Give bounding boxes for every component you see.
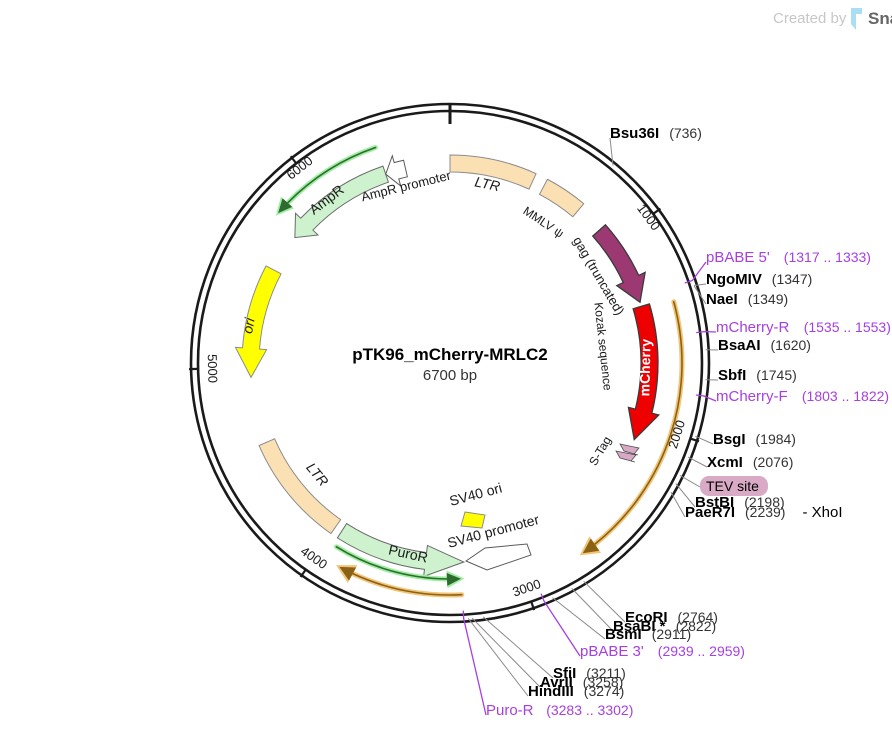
svg-text:mCherry-F: mCherry-F bbox=[716, 388, 788, 405]
svg-text:Puro-R: Puro-R bbox=[486, 702, 534, 719]
svg-text:(1317 .. 1333): (1317 .. 1333) bbox=[784, 249, 871, 265]
svg-text:(2076): (2076) bbox=[753, 454, 793, 470]
svg-text:(1620): (1620) bbox=[771, 337, 811, 353]
svg-text:SnapGene: SnapGene bbox=[868, 9, 892, 28]
svg-text:Bsu36I: Bsu36I bbox=[610, 125, 659, 142]
svg-text:(2239): (2239) bbox=[745, 504, 785, 520]
svg-text:pBABE 5': pBABE 5' bbox=[706, 249, 770, 266]
svg-text:(2939 .. 2959): (2939 .. 2959) bbox=[658, 643, 745, 659]
svg-text:NgoMIV: NgoMIV bbox=[706, 271, 762, 288]
svg-text:(3283 .. 3302): (3283 .. 3302) bbox=[546, 702, 633, 718]
svg-text:S-Tag: S-Tag bbox=[586, 434, 614, 468]
svg-text:TEV site: TEV site bbox=[706, 478, 759, 494]
svg-text:Created by: Created by bbox=[773, 10, 847, 27]
svg-text:mCherry: mCherry bbox=[636, 338, 653, 396]
svg-text:(1803 .. 1822): (1803 .. 1822) bbox=[802, 388, 889, 404]
svg-text:mCherry-R: mCherry-R bbox=[716, 319, 789, 336]
svg-text:BsgI: BsgI bbox=[713, 431, 746, 448]
svg-text:(736): (736) bbox=[669, 125, 702, 141]
svg-text:(1984): (1984) bbox=[756, 431, 796, 447]
svg-text:3000: 3000 bbox=[510, 576, 542, 600]
svg-text:6700 bp: 6700 bp bbox=[423, 367, 477, 384]
svg-text:6000: 6000 bbox=[284, 153, 316, 183]
svg-text:(1535 .. 1553): (1535 .. 1553) bbox=[804, 319, 891, 335]
svg-text:- XhoI: - XhoI bbox=[803, 504, 843, 521]
svg-text:MMLV ψ: MMLV ψ bbox=[521, 204, 567, 241]
svg-text:HindIII: HindIII bbox=[528, 683, 574, 700]
svg-text:2000: 2000 bbox=[665, 418, 688, 450]
svg-text:5000: 5000 bbox=[205, 354, 221, 383]
svg-text:SV40 ori: SV40 ori bbox=[448, 480, 504, 509]
svg-text:(1745): (1745) bbox=[756, 367, 796, 383]
svg-text:SbfI: SbfI bbox=[718, 367, 746, 384]
svg-text:LTR: LTR bbox=[303, 459, 332, 489]
svg-text:NaeI: NaeI bbox=[706, 291, 738, 308]
svg-text:(3274): (3274) bbox=[584, 683, 624, 699]
svg-text:pBABE 3': pBABE 3' bbox=[580, 643, 644, 660]
svg-text:BsmI: BsmI bbox=[605, 626, 642, 643]
svg-text:BsaAI: BsaAI bbox=[718, 337, 761, 354]
svg-text:(2911): (2911) bbox=[652, 626, 691, 642]
svg-text:PaeR7I: PaeR7I bbox=[685, 504, 735, 521]
svg-text:(1347): (1347) bbox=[772, 271, 812, 287]
svg-text:pTK96_mCherry-MRLC2: pTK96_mCherry-MRLC2 bbox=[352, 345, 548, 364]
svg-text:Kozak sequence: Kozak sequence bbox=[591, 302, 615, 392]
svg-text:(1349): (1349) bbox=[748, 291, 788, 307]
svg-text:1000: 1000 bbox=[634, 201, 663, 233]
svg-text:XcmI: XcmI bbox=[707, 454, 743, 471]
